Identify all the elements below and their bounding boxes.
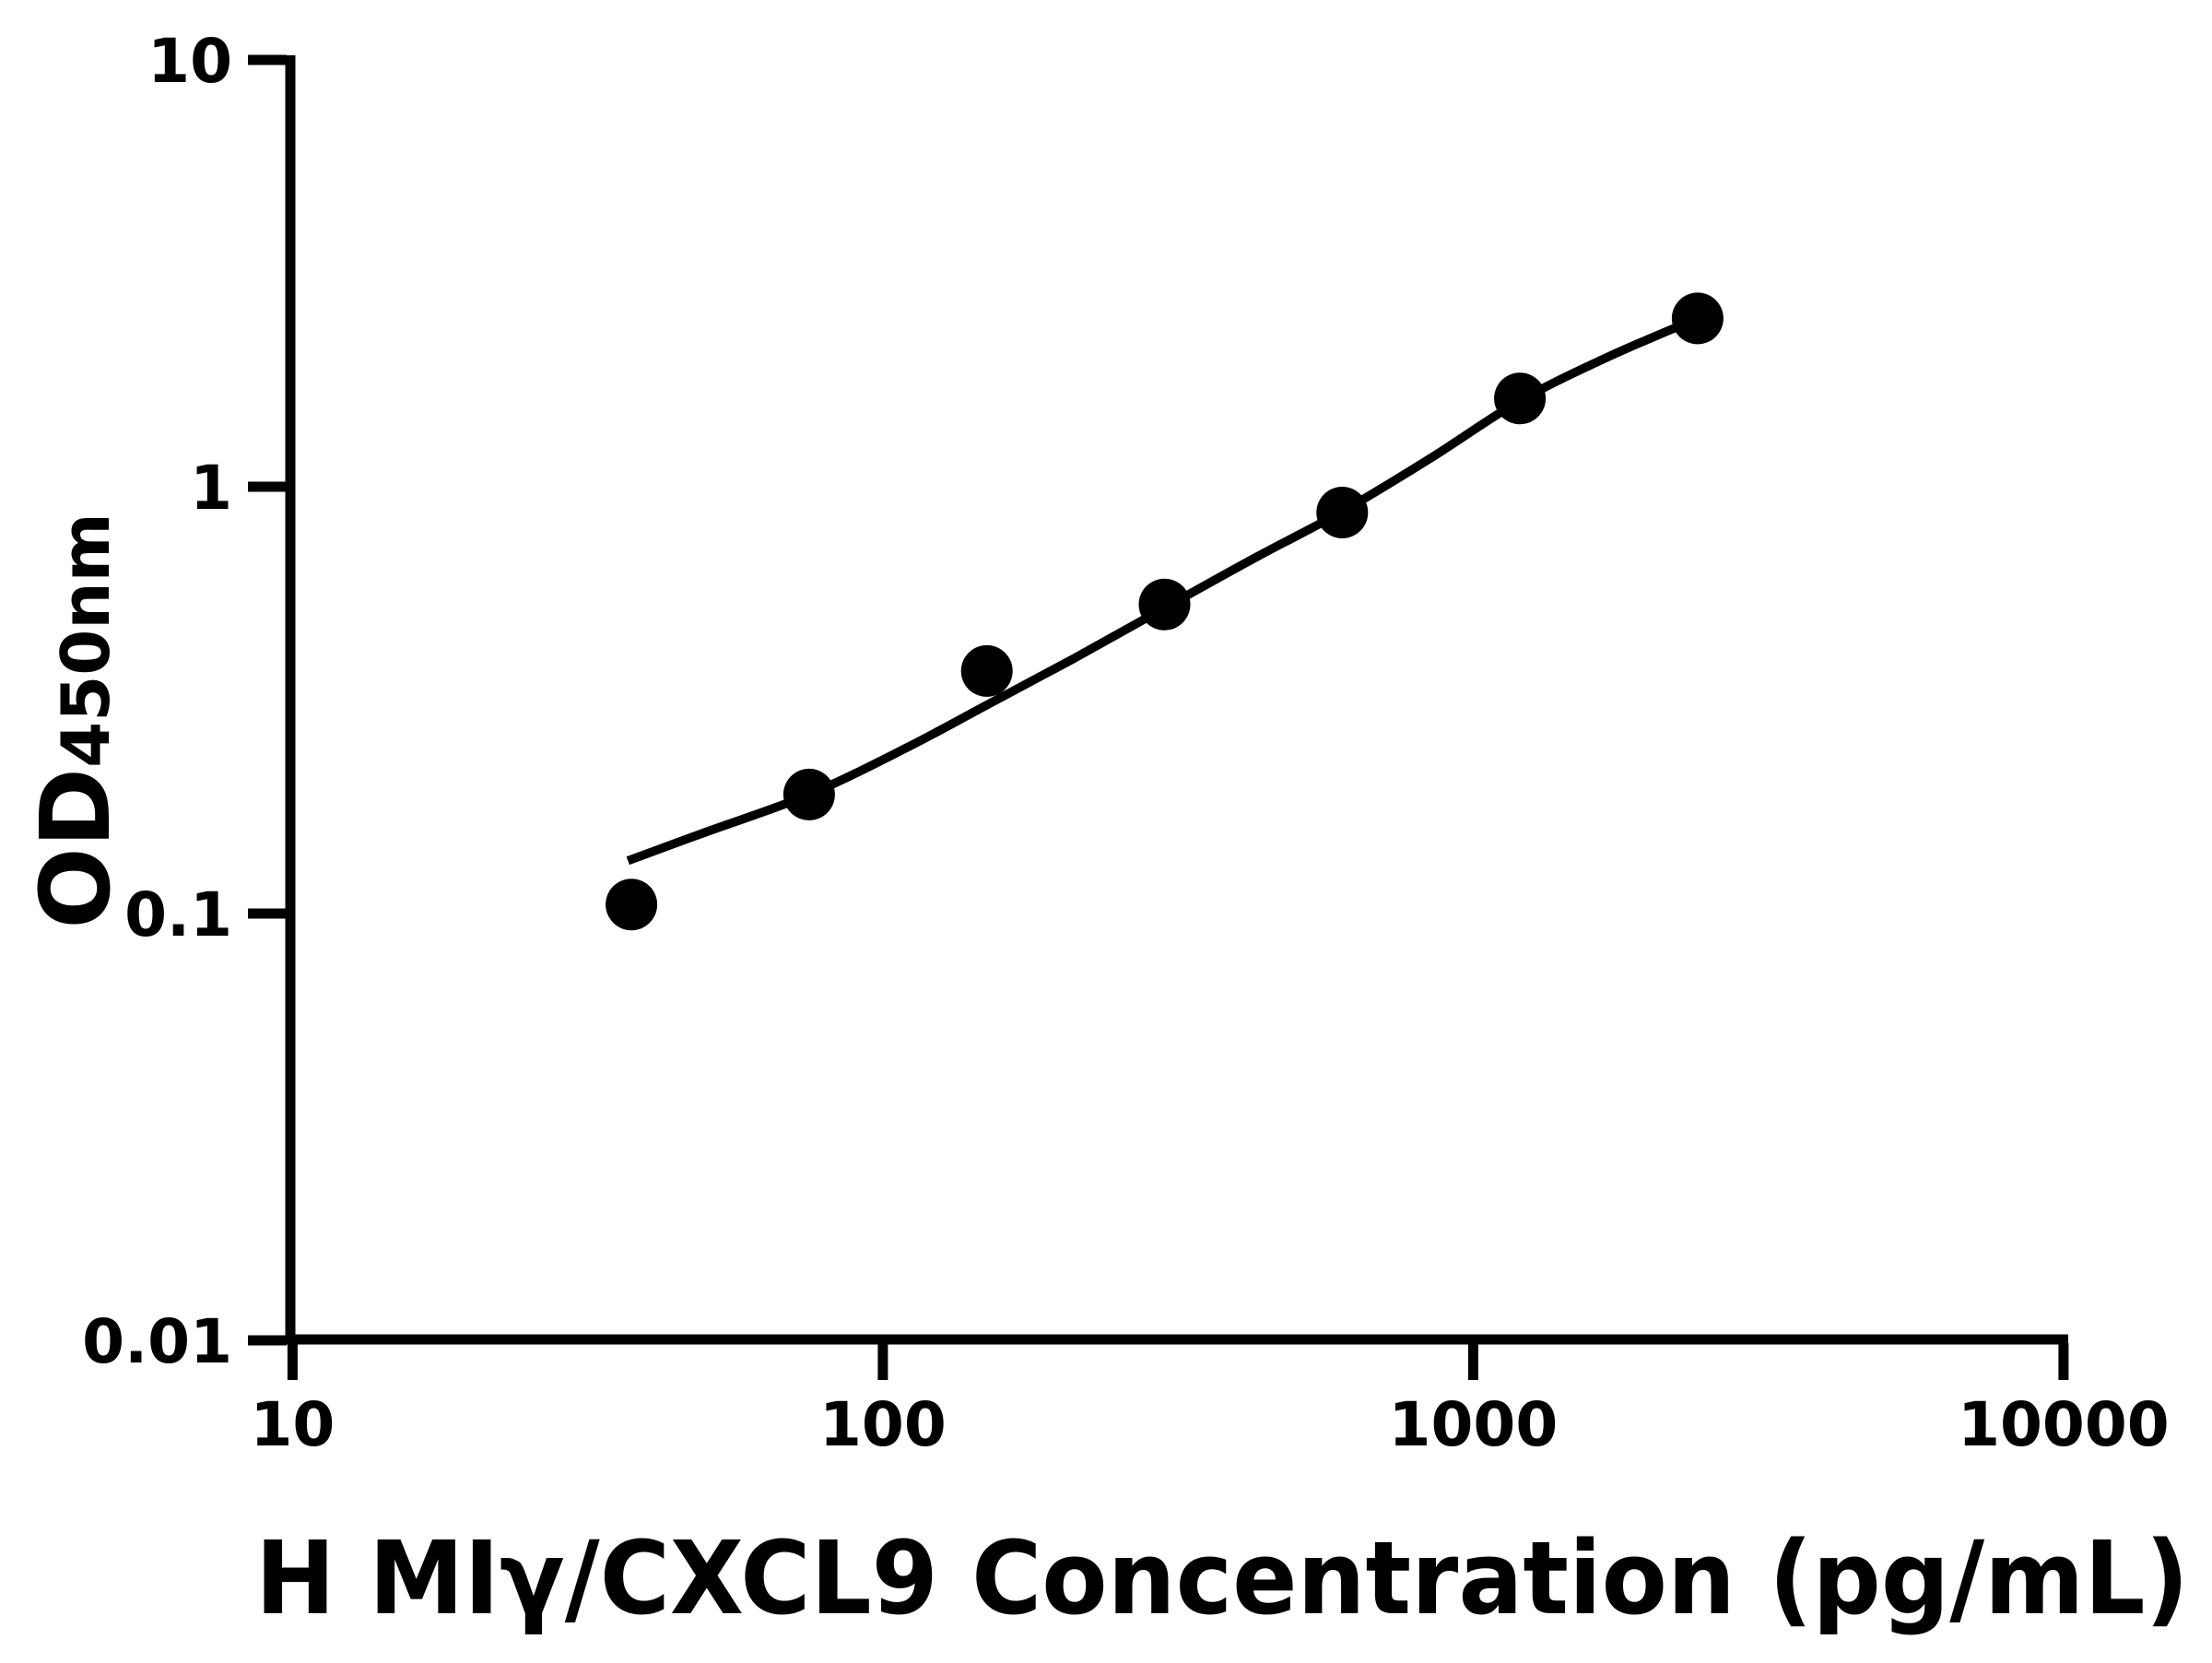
data-point	[1671, 292, 1724, 345]
x-tick-label: 10000	[1958, 1389, 2170, 1460]
data-point	[782, 768, 835, 820]
x-axis-title: H MIγ/CXCL9 Concentration (pg/mL)	[255, 1519, 2189, 1637]
data-point	[1138, 578, 1191, 631]
x-tick-label: 1000	[1389, 1389, 1559, 1460]
data-point	[1494, 372, 1547, 425]
y-axis-title-subscript: 450nm	[47, 513, 124, 768]
data-point	[1316, 487, 1369, 538]
y-axis-ticks	[248, 54, 287, 1346]
axis-titles: H MIγ/CXCL9 Concentration (pg/mL) OD450nm	[19, 513, 2189, 1637]
axes	[285, 55, 2068, 1345]
y-axis-title-main: OD	[19, 768, 132, 929]
y-tick-label: 0.01	[82, 1306, 232, 1377]
x-tick-label: 10	[250, 1389, 335, 1460]
y-tick-label: 0.1	[124, 879, 232, 950]
y-axis-title: OD450nm	[19, 513, 132, 928]
x-tick-label: 100	[819, 1389, 947, 1460]
data-point	[606, 879, 658, 931]
y-axis-tick-labels: 10 1 0.1 0.01	[82, 26, 232, 1377]
y-tick-label: 1	[190, 453, 232, 524]
data-points	[606, 292, 1724, 931]
x-axis-ticks	[287, 1343, 2069, 1380]
y-tick-label: 10	[147, 26, 232, 97]
x-axis-tick-labels: 10 100 1000 10000	[250, 1389, 2169, 1460]
data-point	[960, 644, 1013, 697]
